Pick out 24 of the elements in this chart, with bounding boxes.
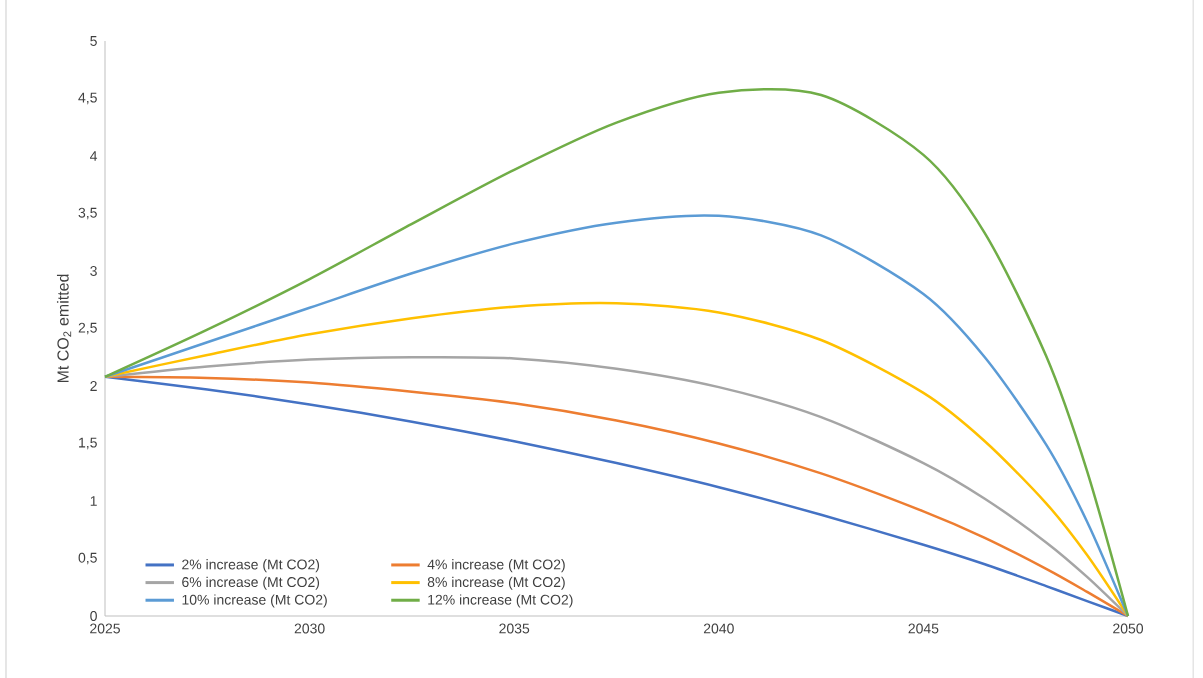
y-tick-label: 0,5	[78, 552, 97, 565]
legend-label: 6% increase (Mt CO2)	[182, 576, 320, 590]
y-tick-label: 0	[90, 611, 97, 621]
y-tick-label: 4,5	[78, 92, 97, 105]
y-tick-label: 5	[90, 36, 97, 46]
x-tick-label: 2025	[90, 623, 120, 634]
legend-label: 10% increase (Mt CO2)	[182, 594, 327, 608]
y-tick-label: 3	[90, 266, 97, 276]
y-tick-label: 3,5	[78, 207, 97, 220]
y-tick-label: 1	[90, 496, 97, 506]
y-tick-label: 2	[90, 381, 97, 391]
legend-label: 4% increase (Mt CO2)	[427, 559, 565, 573]
legend-label: 12% increase (Mt CO2)	[428, 594, 573, 608]
x-tick-label: 2045	[908, 623, 939, 634]
y-tick-label: 2,5	[78, 322, 97, 335]
x-tick-label: 2040	[703, 623, 734, 634]
x-tick-label: 2035	[499, 623, 530, 634]
y-axis-title: Mt CO$_{2}$ emitted	[56, 274, 72, 383]
x-tick-label: 2050	[1113, 623, 1144, 634]
y-tick-label: 4	[90, 151, 98, 161]
legend-label: 8% increase (Mt CO2)	[427, 576, 565, 590]
y-tick-label: 1,5	[79, 437, 97, 450]
legend-label: 2% increase (Mt CO2)	[182, 559, 320, 573]
x-tick-label: 2030	[294, 623, 325, 634]
